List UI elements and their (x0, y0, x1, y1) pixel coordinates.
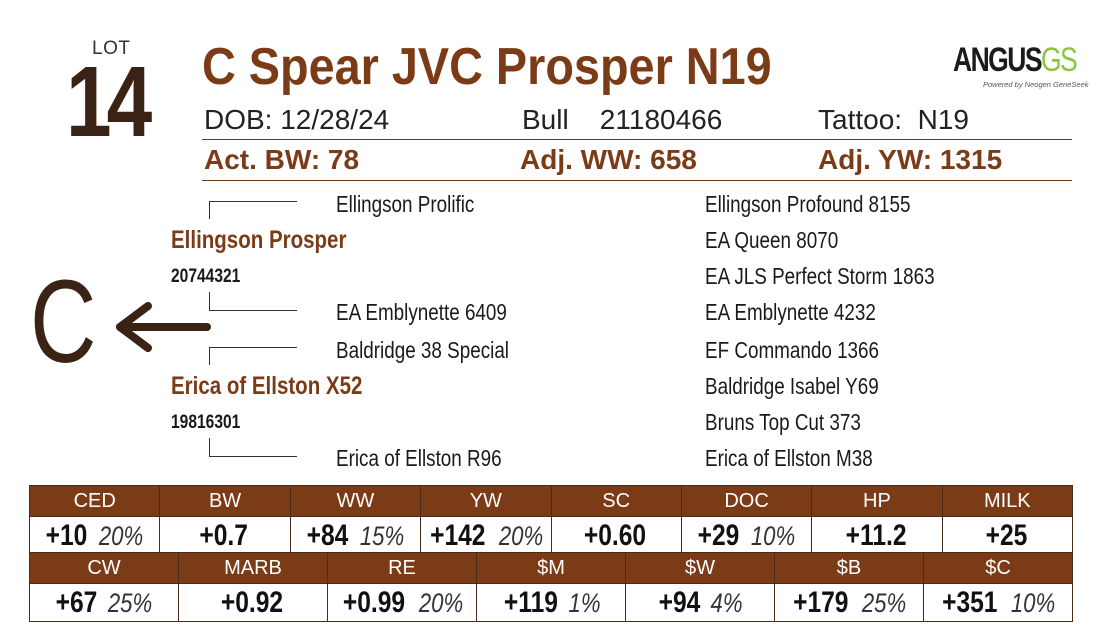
logo-subtext: Powered by Neogen GeneSeek (983, 80, 1089, 89)
epd-percentile: 20% (498, 520, 543, 551)
epd-header: CED (28, 485, 161, 517)
logo-main-text: ANGUS (953, 41, 1043, 79)
pedigree-connector (209, 201, 297, 202)
epd-header: DOC (680, 485, 813, 517)
epd-value-cell: +10 20% (28, 516, 161, 555)
epd-header: YW (420, 485, 552, 517)
epd-percentile: 25% (861, 587, 906, 618)
epd-value: +29 (697, 518, 740, 552)
epd-percentile: 10% (750, 520, 796, 551)
epd-header: CW (29, 552, 179, 584)
epd-header: $C (923, 552, 1073, 584)
epd-value: +94 (658, 585, 701, 619)
sire-dam-name: EA Emblynette 6409 (336, 299, 507, 325)
epd-header: MARB (178, 552, 328, 584)
epd-value-cell: +119 1% (476, 583, 626, 622)
epd-value: +0.92 (220, 585, 284, 619)
epd-value-cell: +179 25% (774, 583, 924, 622)
pedigree-connector (209, 456, 297, 457)
epd-value-cell: +94 4% (625, 583, 775, 622)
epd-header: WW (289, 485, 422, 517)
dam-name: Erica of Ellston X52 (171, 372, 363, 400)
epd-header: HP (811, 485, 943, 517)
epd-value: +119 (503, 585, 558, 619)
epd-table-2: CW MARB RE $M $W $B $C +67 25% +0.92 +0.9… (29, 552, 1073, 622)
actual-birth-weight: Act. BW: 78 (204, 144, 360, 175)
lot-number: 14 (66, 46, 152, 158)
epd-value: +179 (793, 585, 849, 619)
epd-value-cell: +351 10% (923, 583, 1073, 622)
epd-percentile: 1% (568, 587, 601, 618)
epd-value: +0.60 (584, 518, 647, 552)
epd-value: +351 (942, 585, 998, 619)
pedigree-bracket (209, 347, 210, 365)
sire-name: Ellingson Prosper (171, 226, 347, 254)
pedigree-bracket (209, 292, 210, 310)
epd-value-cell: +0.99 20% (327, 583, 477, 622)
tattoo-field: Tattoo: N19 (818, 104, 969, 135)
epd-value-cell: +0.92 (178, 583, 328, 622)
dam-registration: 19816301 (171, 412, 241, 433)
epd-value-cell: +11.2 (811, 516, 943, 555)
epd-value: +11.2 (845, 518, 907, 552)
epd-percentile: 25% (108, 587, 153, 618)
epd-percentile: 15% (359, 520, 405, 551)
pedigree-bracket (209, 438, 210, 456)
epd-value: +67 (55, 585, 97, 619)
sire-sire-name: Ellingson Prolific (336, 191, 475, 217)
logo-accent-text: GS (1040, 41, 1078, 79)
great-grandparent: Ellingson Profound 8155 (705, 191, 911, 217)
epd-value: +10 (45, 518, 88, 552)
dob-field: DOB: 12/28/24 (204, 104, 390, 135)
epd-value-cell: +25 (941, 516, 1074, 555)
adjusted-yearling-weight: Adj. YW: 1315 (818, 144, 1003, 175)
epd-value-cell: +0.60 (550, 516, 682, 555)
dam-dam-name: Erica of Ellston R96 (336, 445, 502, 471)
pedigree-bracket (209, 201, 210, 219)
epd-percentile: 20% (418, 587, 464, 618)
epd-percentile: 4% (710, 587, 743, 618)
epd-value-cell: +29 10% (680, 516, 813, 555)
epd-value: +0.99 (342, 585, 406, 619)
great-grandparent: EA JLS Perfect Storm 1863 (705, 263, 935, 289)
epd-value-cell: +84 15% (289, 516, 422, 555)
epd-header: $W (625, 552, 775, 584)
owner-brand-letter: C (30, 256, 97, 388)
epd-header: RE (327, 552, 477, 584)
adjusted-weaning-weight: Adj. WW: 658 (520, 144, 697, 175)
epd-value: +0.7 (199, 518, 249, 552)
epd-value: +142 (430, 518, 486, 552)
divider (202, 180, 1072, 181)
epd-header: SC (550, 485, 682, 517)
epd-header: $M (476, 552, 626, 584)
epd-percentile: 10% (1010, 587, 1055, 618)
epd-percentile: 20% (98, 520, 144, 551)
dam-sire-name: Baldridge 38 Special (336, 337, 510, 363)
great-grandparent: EA Emblynette 4232 (705, 299, 876, 325)
great-grandparent: Bruns Top Cut 373 (705, 409, 861, 435)
sex-registration-field: Bull 21180466 (522, 104, 723, 135)
angus-gs-logo: ANGUSGS Powered by Neogen GeneSeek (953, 40, 1089, 96)
sire-registration: 20744321 (171, 266, 241, 287)
epd-value-cell: +142 20% (420, 516, 552, 555)
lot-label: LOT (92, 38, 131, 59)
great-grandparent: EA Queen 8070 (705, 227, 839, 253)
great-grandparent: Baldridge Isabel Y69 (705, 373, 879, 399)
great-grandparent: EF Commando 1366 (705, 337, 880, 363)
great-grandparent: Erica of Ellston M38 (705, 445, 873, 471)
epd-value: +25 (985, 518, 1028, 552)
epd-header: $B (774, 552, 924, 584)
epd-value-cell: +67 25% (29, 583, 179, 622)
divider (202, 139, 1072, 140)
epd-header: BW (159, 485, 291, 517)
epd-value-cell: +0.7 (159, 516, 291, 555)
animal-name-title: C Spear JVC Prosper N19 (202, 38, 772, 96)
arrow-left-icon (116, 302, 211, 352)
pedigree-connector (209, 310, 297, 311)
epd-header: MILK (941, 485, 1074, 517)
epd-value: +84 (306, 518, 349, 552)
pedigree-connector (209, 347, 297, 348)
epd-table-1: CED BW WW YW SC DOC HP MILK +10 20% +0.7 … (28, 485, 1074, 555)
